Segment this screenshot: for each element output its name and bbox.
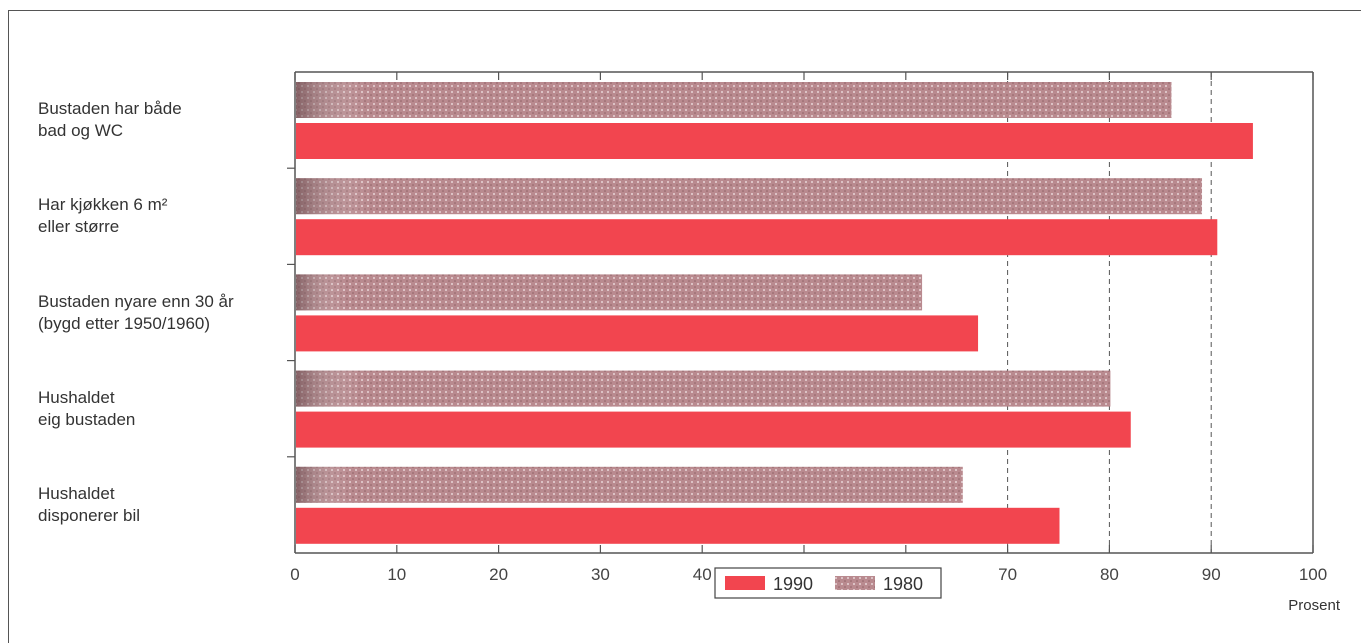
x-tick-label-80: 80 (1100, 565, 1119, 584)
category-label-1: Har kjøkken 6 m² eller større (38, 194, 167, 238)
legend-swatch-1980 (835, 576, 875, 590)
x-tick-label-30: 30 (591, 565, 610, 584)
legend-label-1980: 1980 (883, 574, 923, 594)
chart-frame (8, 10, 1361, 643)
legend: 1990 1980 (714, 567, 942, 599)
bar-1980-shade-1 (296, 178, 1203, 215)
bar-1980-shade-2 (296, 274, 923, 311)
category-label-line: Bustaden har både (38, 99, 182, 119)
bar-1980-shade-4 (296, 466, 963, 503)
category-label-line: Hushaldet (38, 483, 115, 503)
category-label-line: disponerer bil (38, 505, 141, 525)
x-tick-label-0: 0 (290, 565, 299, 584)
x-tick-label-70: 70 (998, 565, 1017, 584)
bar-1980-shade-3 (296, 370, 1111, 407)
category-label-2: Bustaden nyare enn 30 år (bygd etter 1950… (38, 291, 234, 335)
bar-1990-0 (296, 123, 1253, 159)
category-label-line: eig bustaden (38, 409, 136, 429)
bar-1990-4 (296, 507, 1060, 544)
category-label-line: bad og WC (38, 121, 124, 141)
category-label-0: Bustaden har både bad og WC (38, 98, 182, 142)
legend-swatch-1990 (725, 576, 765, 590)
category-label-line: (bygd etter 1950/1960) (38, 313, 211, 333)
bar-1980-shade-0 (296, 82, 1172, 118)
bar-1990-2 (296, 315, 979, 352)
legend-label-1990: 1990 (773, 574, 813, 594)
category-label-3: Hushaldet eig bustaden (38, 387, 135, 431)
category-label-4: Hushaldet disponerer bil (38, 483, 140, 527)
bar-1990-3 (296, 411, 1131, 448)
category-label-line: eller større (38, 217, 120, 237)
category-label-line: Hushaldet (38, 387, 115, 407)
x-tick-label-100: 100 (1299, 565, 1327, 584)
x-axis-title: Prosent (1288, 597, 1341, 614)
bar-1990-1 (296, 219, 1218, 256)
x-tick-label-40: 40 (693, 565, 712, 584)
x-tick-label-10: 10 (387, 565, 406, 584)
x-tick-label-90: 90 (1202, 565, 1221, 584)
category-label-line: Har kjøkken 6 m² (38, 195, 168, 215)
x-tick-label-20: 20 (489, 565, 508, 584)
category-label-line: Bustaden nyare enn 30 år (38, 291, 234, 311)
